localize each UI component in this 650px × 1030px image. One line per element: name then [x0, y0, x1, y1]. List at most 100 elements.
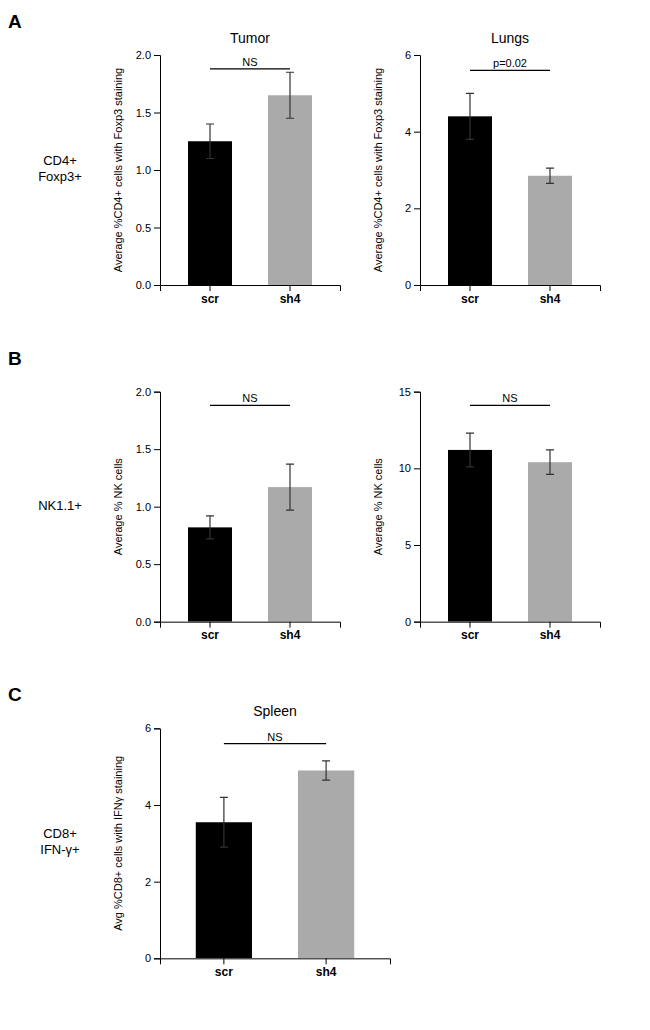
- y-axis: 0.00.51.01.52.0: [136, 386, 161, 628]
- tick-mark: [414, 622, 420, 623]
- tick-mark: [154, 958, 160, 959]
- tick-mark: [154, 285, 160, 286]
- significance-label: NS: [267, 731, 282, 743]
- tick: scr: [201, 285, 219, 306]
- error-bar: [286, 464, 294, 510]
- panel: 0.00.51.01.52.0scrsh4Average % NK cellsN…: [112, 386, 341, 643]
- plot-area: [448, 93, 572, 285]
- plot-area: [188, 464, 312, 622]
- tick-label: 1.0: [136, 164, 151, 176]
- significance-label: NS: [242, 392, 257, 404]
- error-bar: [466, 433, 474, 467]
- tick: 1.0: [136, 164, 160, 176]
- plot-area: [448, 433, 572, 622]
- axis-line: [161, 622, 341, 628]
- tick: 2.0: [136, 386, 160, 398]
- tick: scr: [461, 285, 479, 306]
- significance-line: [470, 405, 550, 406]
- tick-label: 1.0: [136, 501, 151, 513]
- bar: [448, 116, 492, 285]
- significance-line: [470, 70, 550, 71]
- tick: 0.0: [136, 279, 160, 291]
- x-axis: scr sh4: [421, 285, 601, 306]
- tick-label: 6: [145, 722, 151, 734]
- axis-title: Average % NK cells: [372, 458, 384, 556]
- panel-label: A: [8, 11, 22, 32]
- tick-label: scr: [215, 965, 233, 979]
- tick: 0: [145, 952, 160, 964]
- tick-mark: [210, 622, 211, 628]
- tick-label: sh4: [540, 292, 561, 306]
- tick: 1.5: [136, 443, 160, 455]
- tick-mark: [414, 208, 420, 209]
- panel: 0.00.51.01.52.0scrsh4Average %CD4+ cells…: [112, 30, 341, 306]
- title: Tumor: [230, 30, 270, 46]
- tick-label: 0: [405, 616, 411, 628]
- axis-title: Average %CD4+ cells with Foxp3 staining: [112, 68, 124, 272]
- tick-label: 6: [405, 49, 411, 61]
- axis-line: [154, 392, 161, 622]
- tick: 1.0: [136, 501, 160, 513]
- tick-mark: [414, 545, 420, 546]
- axis-title: Avg %CD8+ cells with IFNγ staining: [112, 756, 124, 931]
- tick: 10: [399, 462, 420, 474]
- tick-mark: [154, 170, 160, 171]
- tick: 4: [145, 799, 160, 811]
- row-label-line: Foxp3+: [38, 169, 82, 184]
- axis-line: [414, 392, 421, 622]
- tick-label: 2.0: [136, 386, 151, 398]
- tick-label: 4: [145, 799, 151, 811]
- tick: 2: [145, 876, 160, 888]
- tick: 1.5: [136, 107, 160, 119]
- row-label-line: CD8+: [43, 827, 77, 842]
- tick: 0.5: [136, 222, 160, 234]
- tick-label: 0: [145, 952, 151, 964]
- tick-label: 2: [145, 876, 151, 888]
- tick-label: sh4: [280, 628, 301, 642]
- tick-mark: [550, 285, 551, 291]
- axis-title: Average %CD4+ cells with Foxp3 staining: [372, 68, 384, 272]
- x-axis: scr sh4: [161, 958, 391, 979]
- axis-title: Average % NK cells: [112, 458, 124, 556]
- tick-mark: [470, 622, 471, 628]
- tick-mark: [550, 622, 551, 628]
- tick: 5: [405, 539, 420, 551]
- tick-label: sh4: [280, 292, 301, 306]
- tick-mark: [154, 228, 160, 229]
- axis-line: [161, 959, 391, 965]
- row-label: NK1.1+: [38, 498, 82, 513]
- panel-label: C: [8, 684, 22, 705]
- tick: sh4: [540, 622, 561, 643]
- tick: 6: [145, 722, 160, 734]
- axis-line: [154, 56, 161, 286]
- tick-label: 1.5: [136, 107, 151, 119]
- tick: sh4: [540, 285, 561, 306]
- tick-label: 1.5: [136, 443, 151, 455]
- significance-line: [224, 743, 326, 744]
- significance-line: [210, 405, 290, 406]
- tick: 0: [405, 616, 420, 628]
- error-bar: [322, 761, 330, 780]
- tick-mark: [154, 449, 160, 450]
- axis-line: [154, 729, 161, 959]
- row-label-line: NK1.1+: [38, 498, 82, 513]
- tick-label: 10: [399, 462, 411, 474]
- significance-label: NS: [242, 56, 257, 68]
- tick-label: 0.5: [136, 558, 151, 570]
- tick-mark: [154, 728, 160, 729]
- figure: 0.0 0.5 1.0 1.5 2.0 scr sh4 Average %CD4+ cells…: [0, 0, 650, 1030]
- tick-label: 15: [399, 386, 411, 398]
- tick-label: scr: [201, 292, 219, 306]
- row-label: CD4+Foxp3+: [38, 153, 82, 184]
- axis-line: [414, 56, 421, 286]
- bar: [528, 462, 572, 621]
- bar: [298, 771, 354, 959]
- tick-label: scr: [461, 628, 479, 642]
- axis-line: [161, 286, 341, 292]
- row-label-line: CD4+: [43, 153, 77, 168]
- tick: sh4: [280, 285, 301, 306]
- panel: 051015scrsh4Average % NK cellsNS: [372, 386, 601, 643]
- x-axis: scr sh4: [421, 622, 601, 643]
- tick-label: sh4: [316, 965, 337, 979]
- plot-area: [196, 761, 354, 958]
